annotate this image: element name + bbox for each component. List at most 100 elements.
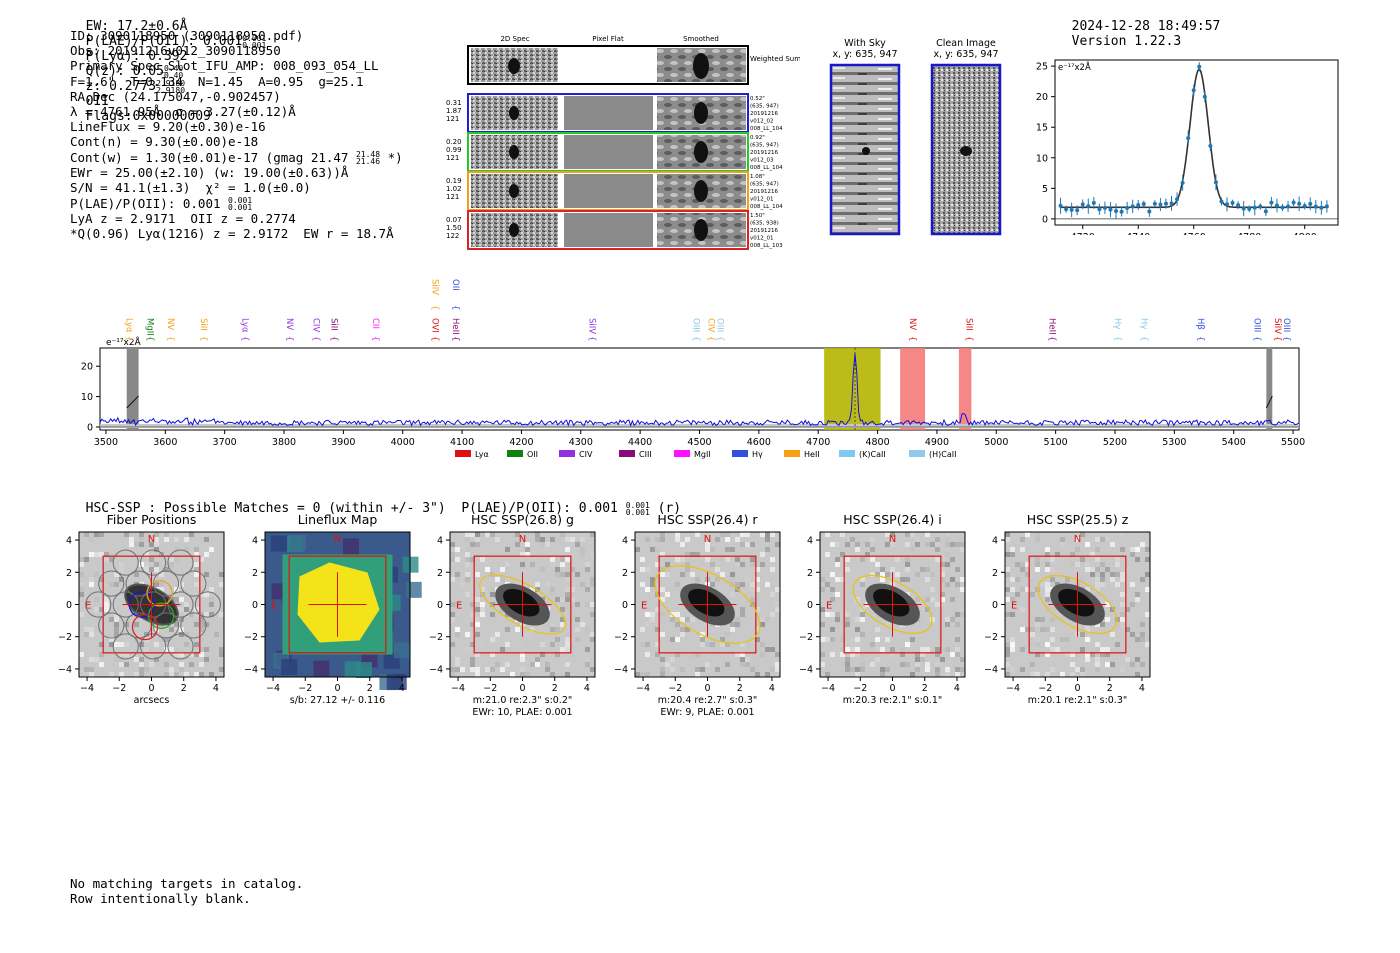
image-noise-pixel: [660, 632, 665, 637]
header-version: Version 1.22.3: [1071, 34, 1182, 49]
image-noise-pixel: [585, 567, 590, 572]
spec-line-bracket: {: [964, 336, 974, 341]
image-noise-pixel: [495, 662, 500, 667]
cutout-pixel-flat: [564, 174, 653, 208]
image-noise-pixel: [930, 587, 935, 592]
fit-data-point: [1291, 200, 1296, 205]
image-noise-pixel: [460, 667, 465, 672]
image-noise-pixel: [114, 632, 119, 637]
spec-legend-label: Hγ: [752, 450, 763, 459]
fit-xtick-label: 4780: [1237, 232, 1261, 235]
cutout-row-val-c: 121: [446, 193, 459, 201]
spec-line-label: MgII{: [144, 318, 154, 341]
fit-data-point: [1114, 209, 1119, 214]
image-noise-pixel: [855, 627, 860, 632]
image-noise-pixel: [765, 617, 770, 622]
image-noise-pixel: [149, 567, 154, 572]
image-noise-pixel: [199, 617, 204, 622]
spec-line-label-text: CIV: [705, 318, 715, 332]
image-noise-pixel: [765, 582, 770, 587]
image-noise-pixel: [650, 577, 655, 582]
image-noise-pixel: [945, 542, 950, 547]
image-noise-pixel: [945, 622, 950, 627]
image-noise-pixel: [590, 572, 595, 577]
cutout-row-meta-t5: 008_LL_104: [750, 126, 783, 132]
image-noise-pixel: [675, 622, 680, 627]
image-noise-pixel: [1070, 662, 1075, 667]
image-noise-pixel: [720, 637, 725, 642]
image-noise-pixel: [660, 552, 665, 557]
header-bar: EW: 17.2±0.6Å P(LAE)/P(OII): 0.0010.001 0…: [70, 4, 282, 124]
fit-data-point: [1252, 205, 1257, 210]
cutout-row-meta-t1: 0.92": [750, 135, 765, 141]
image-noise-pixel: [685, 552, 690, 557]
info-contw-text: Cont(w) = 1.30(±0.01)e-17 (gmag 21.47: [70, 149, 349, 165]
image-noise-pixel: [775, 542, 780, 547]
fit-data-point: [1230, 200, 1235, 205]
image-noise-pixel: [755, 577, 760, 582]
panel-xtick-label: 0: [148, 683, 154, 694]
image-noise-pixel: [124, 652, 129, 657]
header-right: 2024-12-28 18:49:57 Version 1.22.3: [1056, 4, 1236, 49]
image-noise-pixel: [1085, 567, 1090, 572]
image-noise-pixel: [94, 597, 99, 602]
image-noise-pixel: [585, 647, 590, 652]
fit-ylabel: e⁻¹⁷x2Å: [1058, 61, 1091, 73]
image-noise-pixel: [760, 617, 765, 622]
panel-xtick-label: 2: [181, 683, 187, 694]
image-noise-pixel: [725, 557, 730, 562]
panel-xtick-label: 2: [367, 683, 373, 694]
image-noise-pixel: [79, 572, 84, 577]
spec-line-label-text: OIII: [714, 318, 724, 332]
image-noise-pixel: [670, 637, 675, 642]
fit-ytick-label: 5: [1042, 184, 1048, 195]
image-noise-pixel: [525, 552, 530, 557]
image-noise-pixel: [154, 532, 159, 537]
image-noise-pixel: [940, 597, 945, 602]
image-noise-pixel: [134, 672, 139, 677]
image-noise-pixel: [174, 627, 179, 632]
fit-data-point: [1219, 199, 1224, 204]
image-noise-pixel: [470, 602, 475, 607]
search-box: [843, 555, 942, 654]
panel-ewr-label: EWr: 10, PLAE: 0.001: [472, 707, 572, 718]
cutout-pixel-flat: [564, 135, 653, 169]
image-noise-pixel: [955, 637, 960, 642]
image-noise-pixel: [845, 622, 850, 627]
image-noise-pixel: [1120, 612, 1125, 617]
panel-xlabel: m:20.1 re:2.1" s:0.3": [1028, 695, 1128, 706]
hsc-summary-sub: 0.001: [625, 507, 650, 517]
spec-line-bracket: {: [450, 336, 460, 341]
panel-xlabel: m:21.0 re:2.3" s:0.2": [473, 695, 573, 706]
spec-top-label: SiIV {: [429, 279, 439, 310]
imaging-panels: Fiber Positions N E −4 −4 −2 −2 0 0 2 2 4 4 arcsecs Li…: [58, 512, 1151, 718]
image-noise-pixel: [870, 542, 875, 547]
panel-xlabel: m:20.4 re:2.7" s:0.3": [658, 695, 758, 706]
image-noise-pixel: [99, 552, 104, 557]
image-noise-pixel: [960, 607, 965, 612]
panel-ytick-label: 0: [252, 600, 258, 611]
image-noise-pixel: [500, 577, 505, 582]
spec-mask-hatch: [126, 395, 139, 409]
spectra-cutouts: 2D Spec Pixel Flat Smoothed Weighted Sum…: [446, 35, 800, 250]
image-noise-pixel: [1085, 657, 1090, 662]
image-noise-pixel: [865, 542, 870, 547]
fit-data-point: [1119, 209, 1124, 214]
spec-line-label: CII {: [370, 318, 380, 341]
image-noise-pixel: [550, 642, 555, 647]
fit-data-point: [1274, 203, 1279, 208]
image-noise-pixel: [470, 642, 475, 647]
image-noise-pixel: [1005, 587, 1010, 592]
image-noise-pixel: [169, 562, 174, 567]
panel-ytick-label: −4: [799, 664, 813, 675]
image-noise-pixel: [775, 667, 780, 672]
cutout-row-meta-t4: v012_02: [750, 119, 774, 125]
spec-line-label: OVI {: [429, 318, 439, 341]
image-noise-pixel: [1055, 552, 1060, 557]
image-noise-pixel: [680, 617, 685, 622]
image-noise-pixel: [830, 652, 835, 657]
image-noise-pixel: [480, 607, 485, 612]
image-noise-pixel: [1080, 667, 1085, 672]
